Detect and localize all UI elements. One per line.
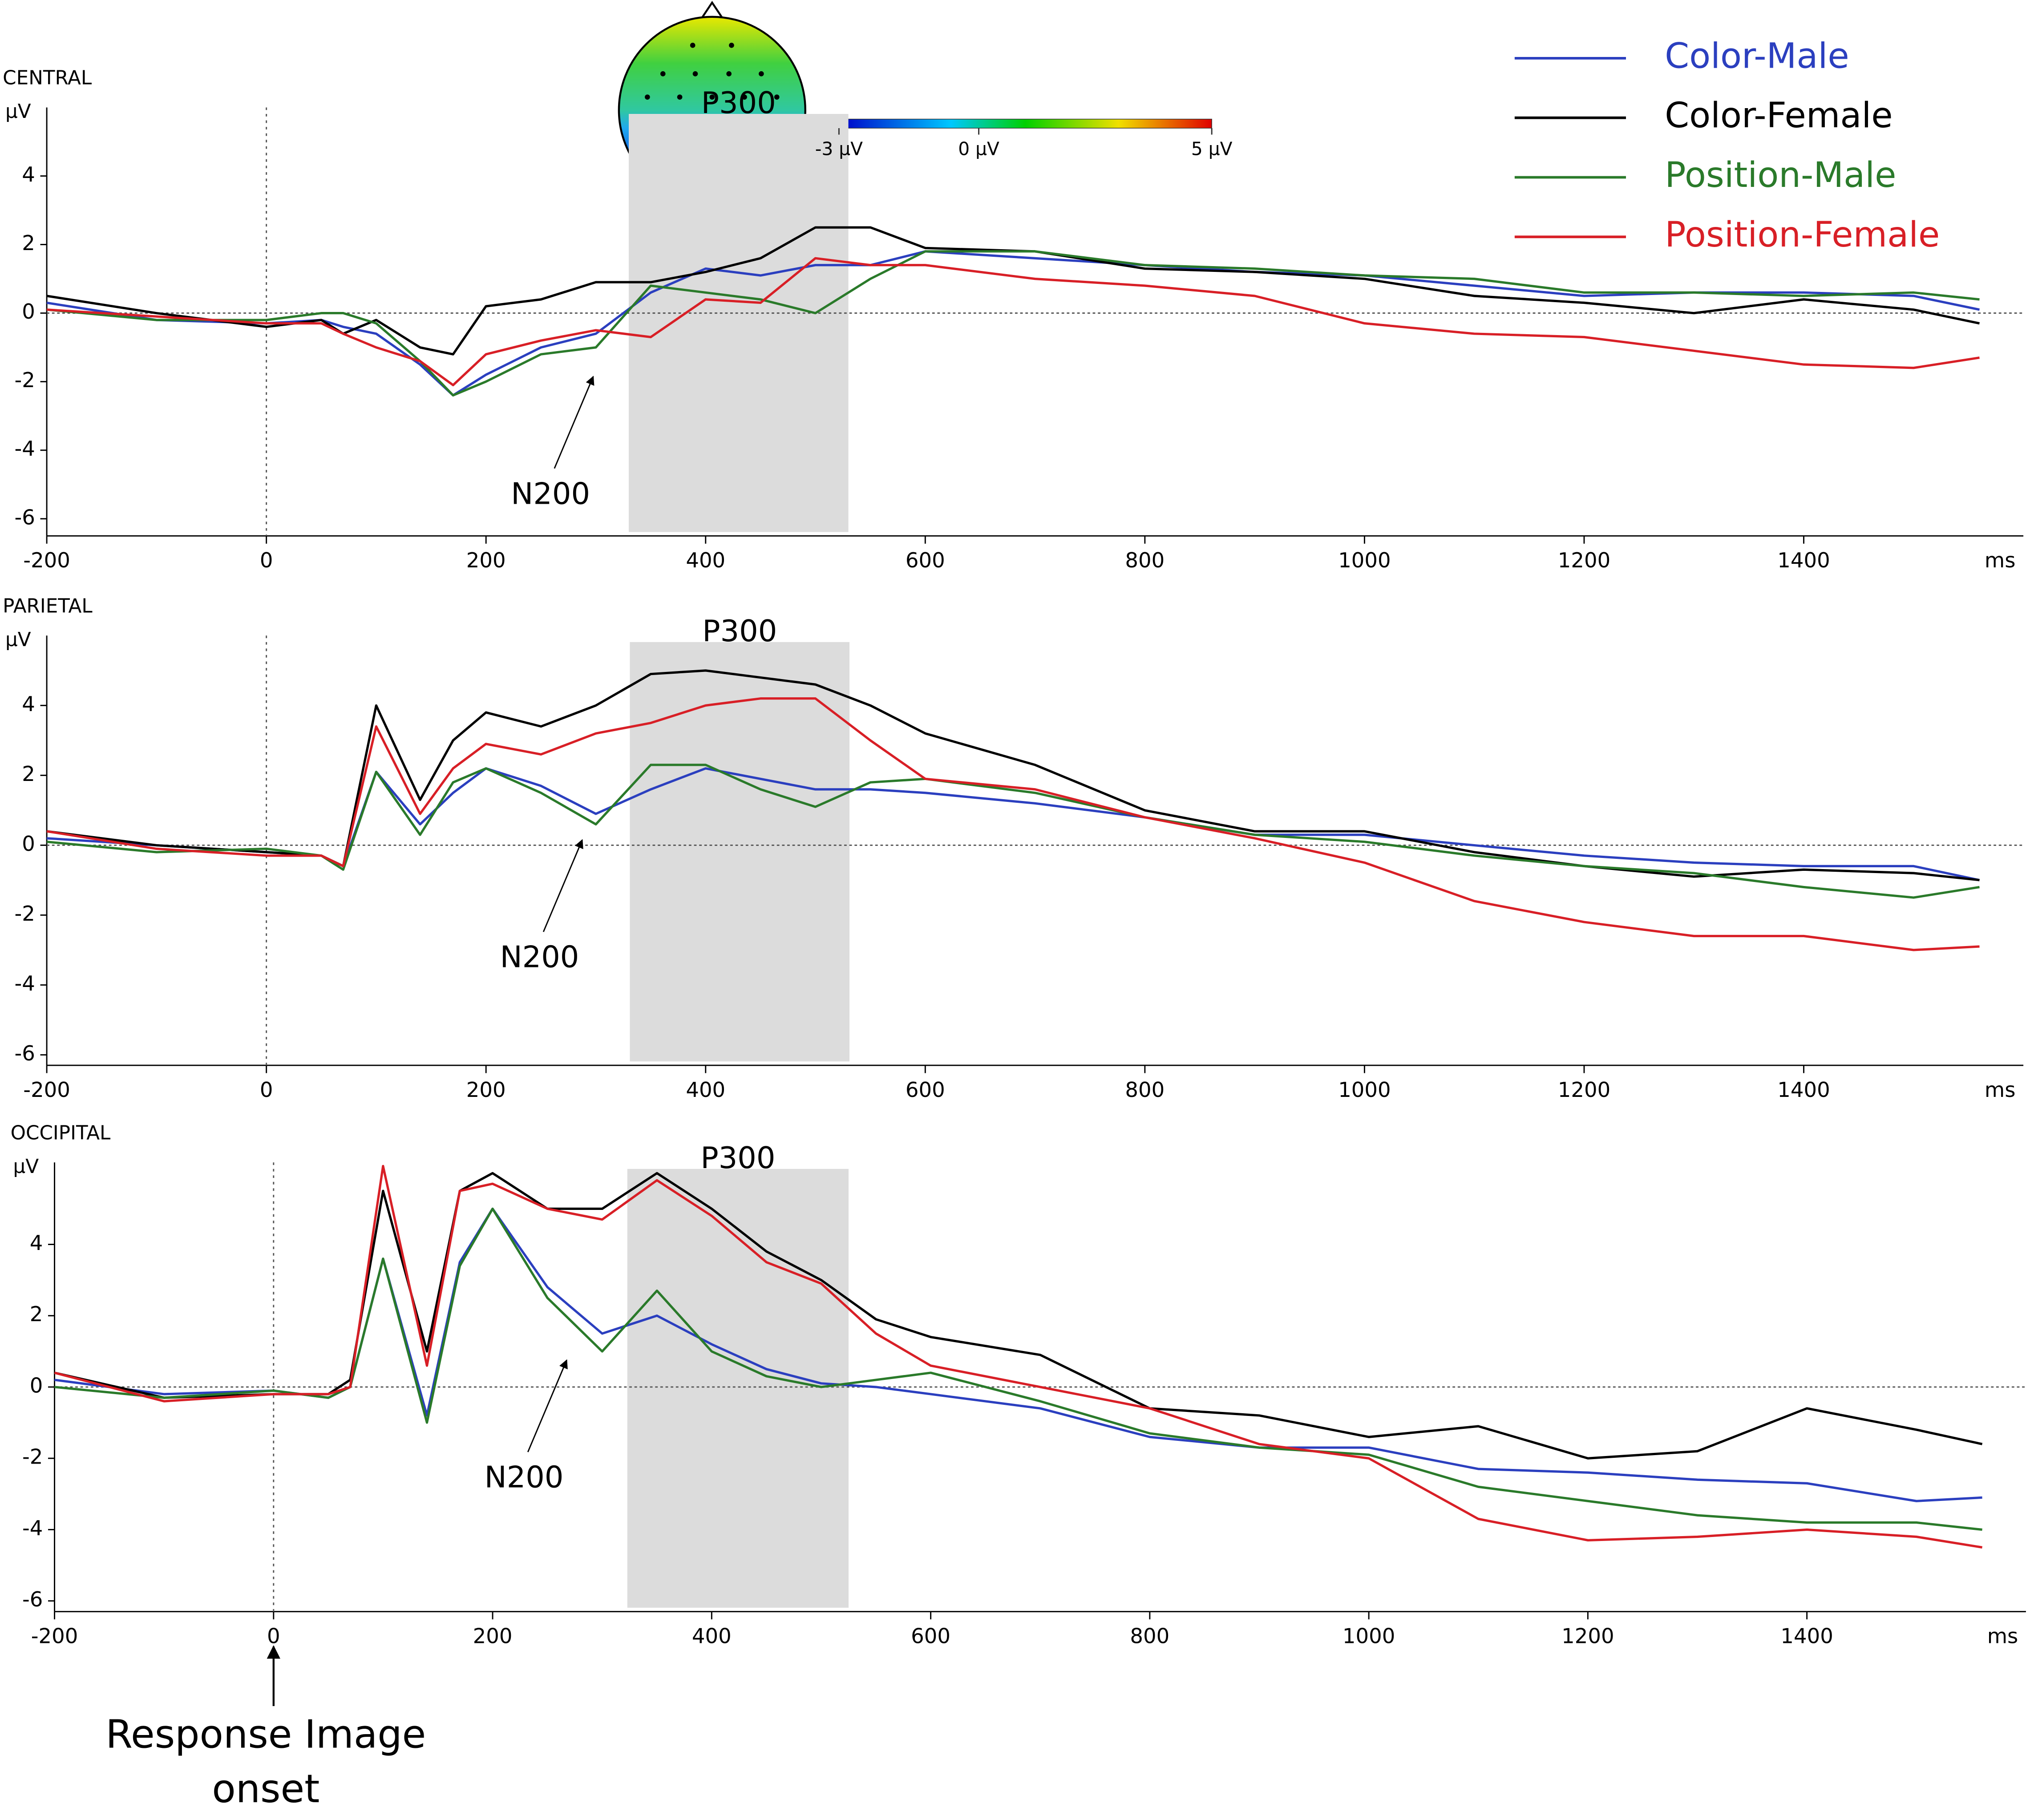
- x-tick-label: -200: [23, 1078, 70, 1102]
- x-unit-label: ms: [1987, 1624, 2018, 1648]
- legend-label: Color-Male: [1665, 35, 1849, 76]
- shaded-window: [630, 642, 850, 1062]
- x-tick-label: -200: [23, 548, 70, 572]
- legend-label: Position-Male: [1665, 154, 1896, 195]
- shaded-label: P300: [702, 614, 777, 648]
- series-line: [46, 226, 1980, 356]
- y-tick-label: -2: [22, 1445, 43, 1469]
- y-tick-label: -4: [15, 971, 35, 995]
- x-tick-label: 200: [466, 1078, 506, 1102]
- annotation-label: N200: [485, 1460, 564, 1495]
- annotation-arrow: [542, 839, 583, 932]
- legend-label: Color-Female: [1665, 95, 1893, 136]
- x-tick-label: 0: [260, 548, 273, 572]
- legend-label: Position-Female: [1665, 214, 1940, 255]
- series-line: [46, 257, 1980, 387]
- series-line: [54, 1207, 1982, 1531]
- y-tick-label: 0: [30, 1373, 43, 1397]
- chart-title: OCCIPITAL: [11, 1122, 111, 1144]
- y-axis-label: µV: [13, 1156, 39, 1178]
- x-tick-label: 1000: [1338, 1078, 1391, 1102]
- x-tick-label: 800: [1130, 1624, 1169, 1648]
- x-tick-label: 600: [906, 1078, 945, 1102]
- y-tick-label: 4: [22, 162, 35, 186]
- y-tick-label: -2: [15, 902, 35, 926]
- colorbar-label: 5 µV: [1191, 138, 1233, 159]
- x-tick-label: 1200: [1558, 548, 1610, 572]
- shaded-window: [627, 1169, 849, 1608]
- x-tick-label: 600: [911, 1624, 950, 1648]
- x-unit-label: ms: [1985, 548, 2016, 572]
- y-tick-label: -4: [15, 437, 35, 461]
- chart-title: CENTRAL: [3, 67, 92, 89]
- shaded-window: [629, 113, 849, 532]
- y-tick-label: 4: [30, 1231, 43, 1255]
- y-tick-label: -6: [22, 1587, 43, 1611]
- x-tick-label: -200: [31, 1624, 78, 1648]
- annotation-label: N200: [500, 940, 579, 975]
- y-tick-label: -4: [22, 1516, 43, 1540]
- annotation-label: N200: [511, 476, 590, 511]
- x-tick-label: 1400: [1777, 548, 1830, 572]
- x-tick-label: 400: [686, 548, 725, 572]
- series-line: [46, 250, 1980, 397]
- colorbar-label: -3 µV: [815, 138, 863, 159]
- onset-label: onset: [212, 1766, 319, 1812]
- y-tick-label: 2: [22, 231, 35, 255]
- onset-label: Response Image: [105, 1712, 426, 1757]
- series-line: [54, 1165, 1982, 1549]
- y-tick-label: 4: [22, 692, 35, 716]
- x-tick-label: 400: [686, 1078, 725, 1102]
- x-tick-label: 800: [1125, 548, 1165, 572]
- x-tick-label: 1400: [1777, 1078, 1830, 1102]
- annotation-arrow: [527, 1359, 568, 1452]
- series-line: [46, 669, 1980, 882]
- y-tick-label: -6: [15, 505, 35, 529]
- x-tick-label: 800: [1125, 1078, 1165, 1102]
- y-tick-label: 0: [22, 299, 35, 324]
- y-tick-label: 2: [30, 1302, 43, 1326]
- shaded-label: P300: [700, 1141, 775, 1175]
- x-tick-label: 400: [692, 1624, 732, 1648]
- shaded-label: P300: [701, 85, 776, 120]
- x-tick-label: 0: [260, 1078, 273, 1102]
- x-tick-label: 200: [466, 548, 506, 572]
- chart-title: PARIETAL: [3, 595, 93, 617]
- series-line: [46, 250, 1980, 397]
- x-tick-label: 0: [267, 1624, 280, 1648]
- series-line: [54, 1172, 1983, 1460]
- y-tick-label: 0: [22, 832, 35, 856]
- colorbar-label: 0 µV: [958, 138, 999, 159]
- series-line: [46, 764, 1980, 899]
- annotation-arrow: [554, 376, 594, 469]
- y-tick-label: 2: [22, 762, 35, 786]
- x-tick-label: 200: [473, 1624, 513, 1648]
- x-unit-label: ms: [1985, 1078, 2016, 1102]
- series-line: [46, 697, 1980, 951]
- y-tick-label: -2: [15, 368, 35, 392]
- series-line: [54, 1207, 1982, 1502]
- y-tick-label: -6: [15, 1041, 35, 1065]
- x-tick-label: 1200: [1558, 1078, 1610, 1102]
- y-axis-label: µV: [5, 101, 31, 123]
- x-tick-label: 1400: [1780, 1624, 1833, 1648]
- y-axis-label: µV: [5, 629, 31, 651]
- x-tick-label: 600: [906, 548, 945, 572]
- x-tick-label: 1200: [1561, 1624, 1614, 1648]
- x-tick-label: 1000: [1343, 1624, 1395, 1648]
- x-tick-label: 1000: [1338, 548, 1391, 572]
